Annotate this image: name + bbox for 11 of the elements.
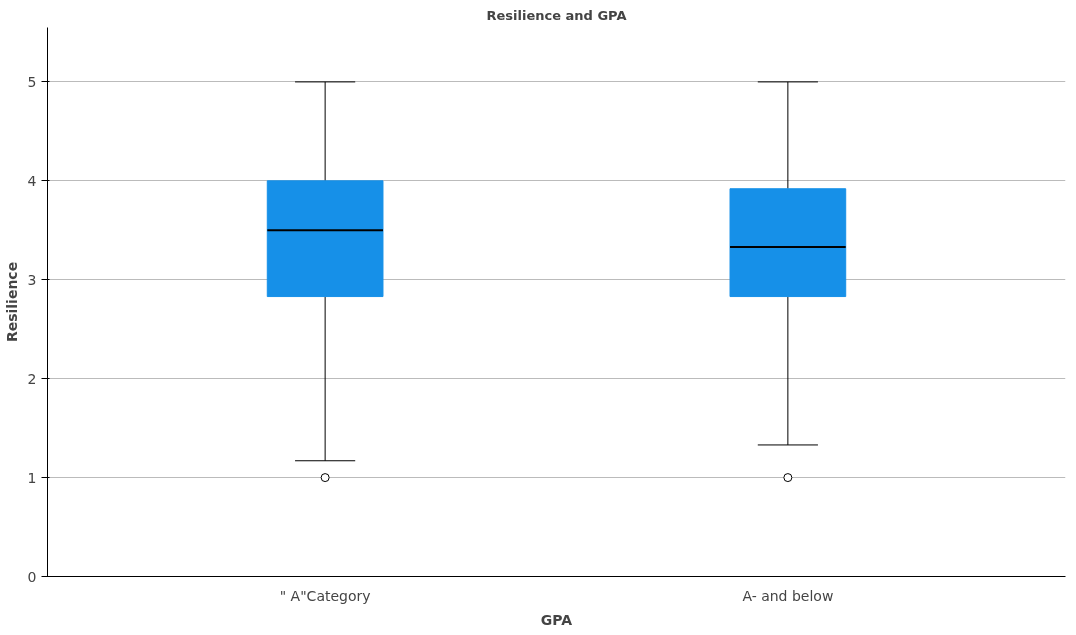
y-axis-title: Resilience bbox=[3, 261, 20, 343]
y-tick-label: 5 bbox=[27, 73, 37, 90]
x-tick-label: " A"Category bbox=[279, 587, 371, 604]
y-tick-label: 1 bbox=[27, 469, 37, 486]
y-tick-label: 0 bbox=[27, 568, 37, 585]
y-tick-label: 2 bbox=[27, 370, 37, 387]
x-tick-label: A- and below bbox=[742, 587, 834, 604]
chart-title: Resilience and GPA bbox=[486, 7, 627, 23]
y-tick-label: 3 bbox=[27, 271, 37, 288]
x-axis-title: GPA bbox=[540, 611, 573, 628]
y-tick-label: 4 bbox=[27, 172, 37, 189]
